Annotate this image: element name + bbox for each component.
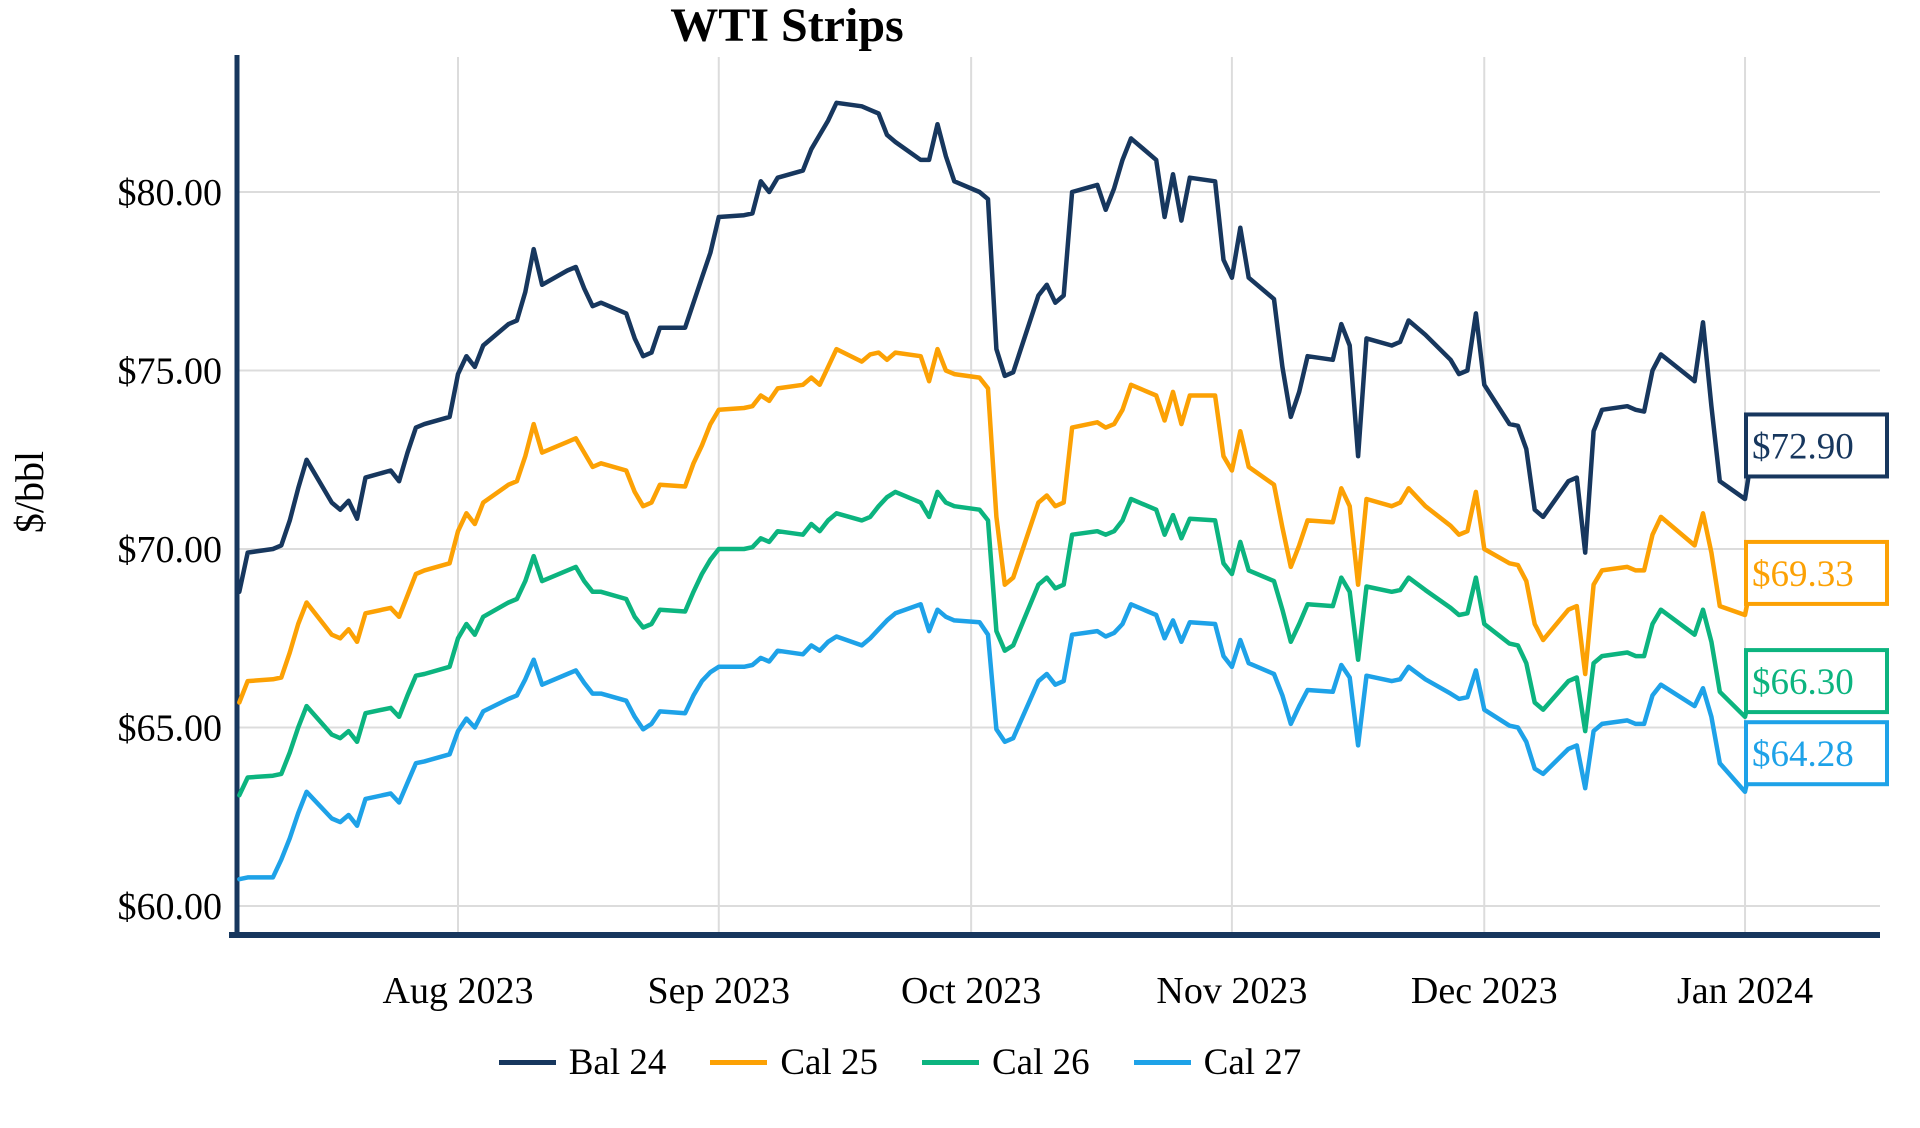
x-tick-label: Aug 2023 [383,970,534,1012]
legend-label: Cal 27 [1203,1042,1302,1083]
end-label-box [1744,412,1889,479]
y-tick-label: $70.00 [118,529,223,571]
series-line-cal-26 [237,489,1756,798]
y-tick-label: $60.00 [118,886,223,928]
legend-swatch [922,1060,979,1065]
y-tick-label: $65.00 [118,708,223,750]
legend-label: Cal 26 [992,1042,1090,1083]
end-label-value: $64.28 [1752,734,1854,775]
end-label-value: $69.33 [1752,554,1854,595]
legend-item-cal-25: Cal 25 [710,1044,878,1081]
chart-title: WTI Strips [670,0,904,52]
end-label-value: $66.30 [1752,662,1854,703]
x-tick-label: Jan 2024 [1677,970,1813,1012]
y-axis-title: $/bbl [7,450,52,534]
end-label-bal-24: $72.90 [1744,412,1889,479]
legend-item-bal-24: Bal 24 [498,1042,667,1083]
end-label-box [1744,648,1889,715]
x-tick-label: Nov 2023 [1156,970,1307,1012]
gridlines [237,57,1880,935]
end-label-box [1744,720,1889,787]
y-tick-label: $80.00 [118,172,223,214]
legend-swatch [1133,1060,1191,1065]
legend-label: Bal 24 [568,1042,667,1083]
end-label-cal-26: $66.30 [1744,648,1889,715]
y-tick-label: $75.00 [118,351,223,393]
end-label-cal-25: $69.33 [1744,539,1889,606]
x-tick-label: Dec 2023 [1411,970,1558,1012]
series-line-cal-25 [237,346,1756,705]
series-line-bal-24 [237,100,1756,595]
x-tick-label: Sep 2023 [648,970,791,1012]
legend-item-cal-27: Cal 27 [1133,1042,1302,1083]
end-label-box [1744,539,1889,606]
series-line-cal-27 [237,602,1756,882]
legend-label: Cal 25 [780,1042,878,1083]
legend-swatch [710,1060,768,1065]
legend: Bal 24 Cal 25 Cal 26 Cal 27 [0,1044,1800,1081]
legend-swatch [498,1060,556,1065]
legend-item-cal-26: Cal 26 [922,1044,1090,1081]
axes [229,55,1880,938]
x-tick-label: Oct 2023 [901,970,1041,1012]
end-label-cal-27: $64.28 [1744,720,1889,787]
end-label-value: $72.90 [1752,426,1854,467]
tick-labels: $80.00 $75.00 $70.00 $65.00 $60.00 Aug 2023 Se… [118,172,1814,1012]
